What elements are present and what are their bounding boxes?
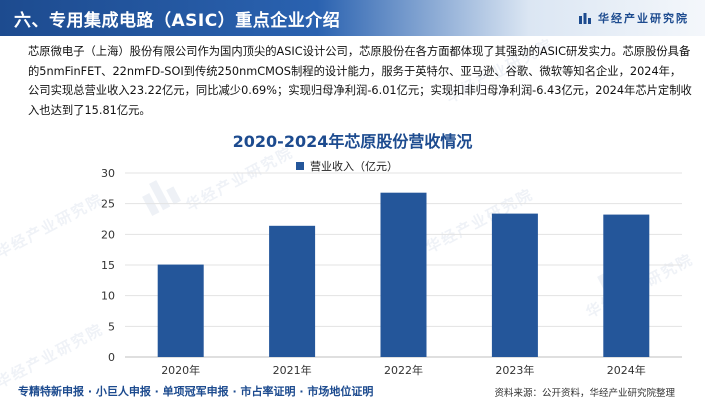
brand-logo-icon [579,13,591,24]
bar [491,213,538,357]
bar [380,192,427,357]
x-tick-label: 2024年 [607,363,646,377]
brand-name: 华经产业研究院 [598,12,689,25]
legend-label: 营业收入（亿元） [310,160,398,173]
y-tick-label: 30 [101,167,115,180]
x-tick-label: 2022年 [384,363,423,377]
x-tick-label: 2020年 [161,363,200,377]
y-tick-label: 20 [101,228,115,241]
chart-legend: 营业收入（亿元） [296,158,398,174]
chart-title: 2020-2024年芯原股份营收情况 [232,132,473,151]
intro-paragraph: 芯原微电子（上海）股份有限公司作为国内顶尖的ASIC设计公司，芯原股份在各方面都… [28,45,692,117]
footer-source: 资料来源：公开资料，华经产业研究院整理 [494,388,675,399]
watermark-logo-icon [142,180,182,217]
x-tick-label: 2023年 [495,363,534,377]
y-tick-label: 25 [101,198,115,211]
page-title: 六、专用集成电路（ASIC）重点企业介绍 [14,11,341,31]
legend-swatch [296,162,304,170]
y-tick-label: 0 [108,351,115,364]
y-tick-label: 10 [101,290,115,303]
y-tick-label: 15 [101,259,115,272]
bar [269,225,316,357]
footer-services: 专精特新申报 · 小巨人申报 · 单项冠军申报 · 市占率证明 · 市场地位证明 [18,385,374,398]
bar [603,214,650,357]
y-tick-label: 5 [108,320,115,333]
bar [157,264,204,357]
brand: 华经产业研究院 [578,10,689,26]
header-bar: 六、专用集成电路（ASIC）重点企业介绍 华经产业研究院 [0,0,705,36]
x-tick-label: 2021年 [273,363,312,377]
